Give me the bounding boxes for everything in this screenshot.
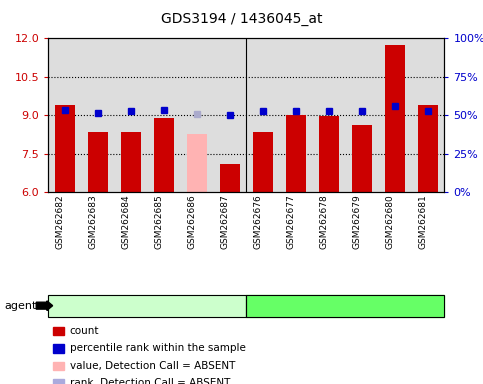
Text: value, Detection Call = ABSENT: value, Detection Call = ABSENT xyxy=(70,361,235,371)
Bar xyxy=(253,132,273,192)
Text: GSM262685: GSM262685 xyxy=(155,194,164,249)
Text: GSM262686: GSM262686 xyxy=(188,194,197,249)
Text: GSM262682: GSM262682 xyxy=(56,194,65,248)
Text: medroxyprogesterone acetate: medroxyprogesterone acetate xyxy=(261,301,430,311)
Text: control: control xyxy=(128,301,167,311)
Text: rank, Detection Call = ABSENT: rank, Detection Call = ABSENT xyxy=(70,378,230,384)
Bar xyxy=(88,132,108,192)
Bar xyxy=(220,164,240,192)
Text: GSM262677: GSM262677 xyxy=(287,194,296,249)
Text: GSM262683: GSM262683 xyxy=(89,194,98,249)
Text: GSM262679: GSM262679 xyxy=(353,194,362,249)
Text: GSM262684: GSM262684 xyxy=(122,194,131,248)
Bar xyxy=(385,45,405,192)
Text: GDS3194 / 1436045_at: GDS3194 / 1436045_at xyxy=(161,12,322,25)
Text: GSM262680: GSM262680 xyxy=(386,194,395,249)
Bar xyxy=(187,134,207,192)
Text: percentile rank within the sample: percentile rank within the sample xyxy=(70,343,245,354)
Bar xyxy=(154,118,174,192)
Text: GSM262678: GSM262678 xyxy=(320,194,329,249)
Text: GSM262687: GSM262687 xyxy=(221,194,230,249)
Bar xyxy=(319,116,339,192)
Bar xyxy=(418,105,438,192)
Text: agent: agent xyxy=(5,301,37,311)
Bar xyxy=(352,126,372,192)
Bar xyxy=(55,105,75,192)
Bar xyxy=(121,132,141,192)
Text: count: count xyxy=(70,326,99,336)
Bar xyxy=(286,115,306,192)
Text: GSM262681: GSM262681 xyxy=(419,194,428,249)
Text: GSM262676: GSM262676 xyxy=(254,194,263,249)
